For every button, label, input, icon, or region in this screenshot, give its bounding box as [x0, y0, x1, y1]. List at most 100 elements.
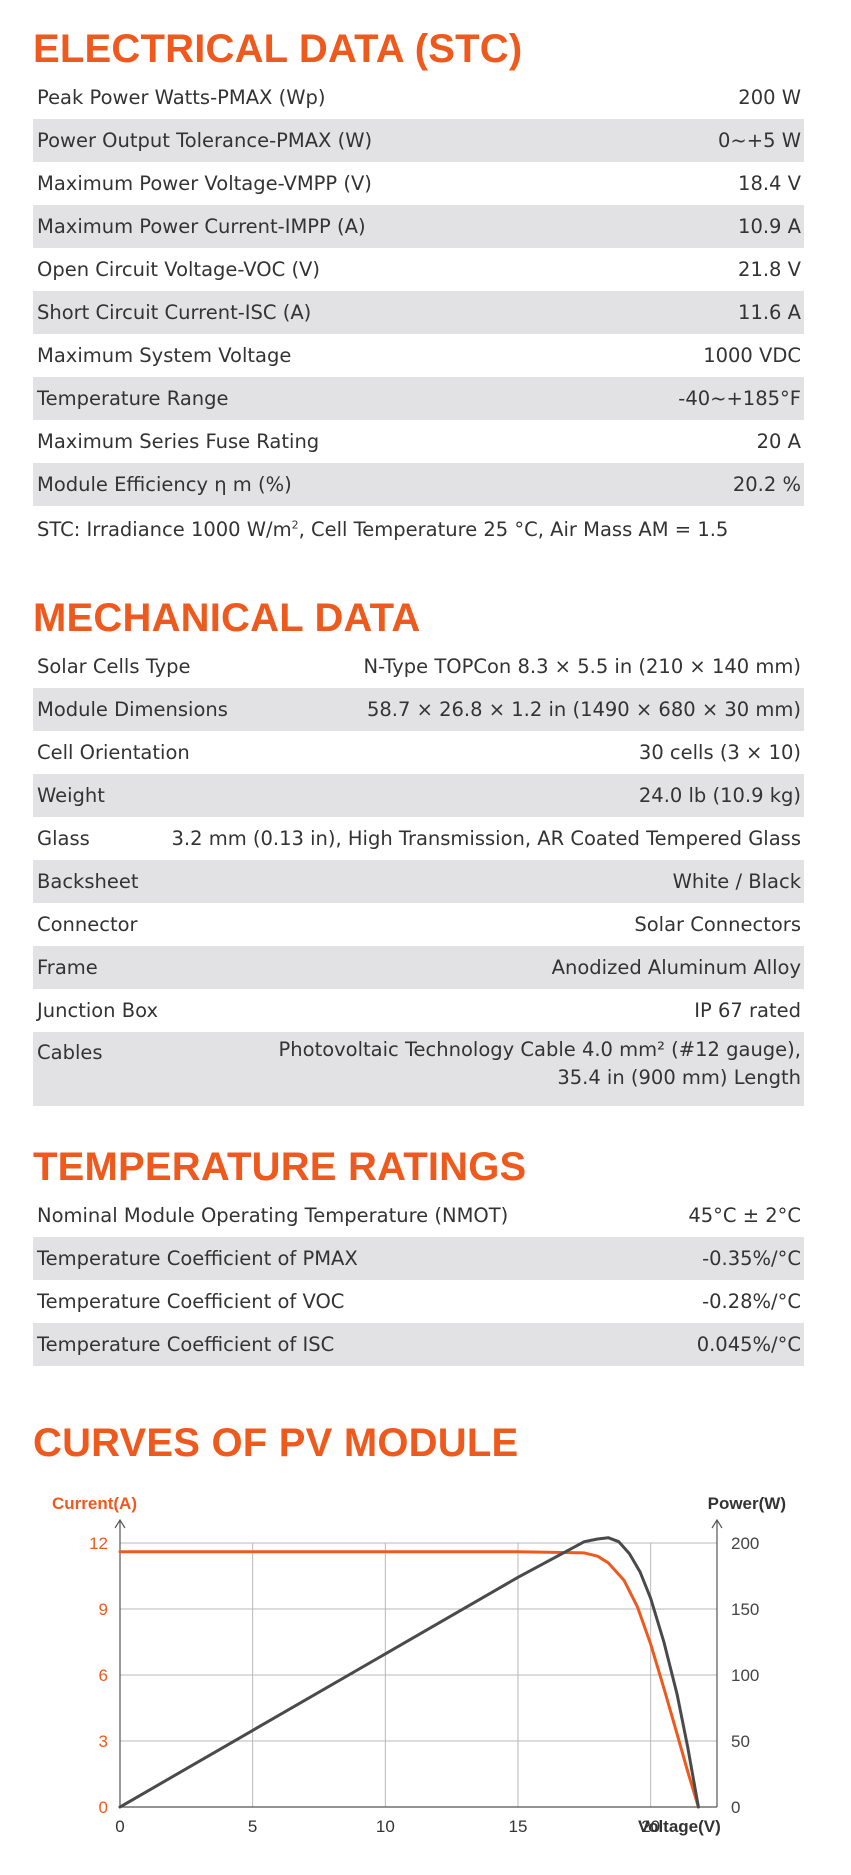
y-left-tick-label: 3 [99, 1732, 108, 1751]
row-value: 20 A [756, 430, 801, 453]
table-row: Frame Anodized Aluminum Alloy [33, 946, 804, 989]
row-label: Short Circuit Current-ISC (A) [37, 301, 312, 324]
row-label: Module Dimensions [37, 698, 228, 721]
row-value: N-Type TOPCon 8.3 × 5.5 in (210 × 140 mm… [363, 655, 801, 678]
row-label: Solar Cells Type [37, 655, 191, 678]
row-label: Backsheet [37, 870, 139, 893]
row-value: 1000 VDC [703, 344, 801, 367]
row-value: IP 67 rated [694, 999, 801, 1022]
curves-section-title: CURVES OF PV MODULE [33, 1421, 519, 1465]
row-value: Solar Connectors [634, 913, 801, 936]
row-value: 58.7 × 26.8 × 1.2 in (1490 × 680 × 30 mm… [366, 698, 801, 721]
row-value: 21.8 V [738, 258, 801, 281]
y-right-tick-label: 150 [731, 1600, 759, 1619]
row-label: Frame [37, 956, 98, 979]
y-right-tick-label: 0 [731, 1798, 740, 1817]
row-value: White / Black [672, 870, 801, 893]
y-left-tick-label: 0 [99, 1798, 108, 1817]
row-label: Maximum Power Voltage-VMPP (V) [37, 172, 372, 195]
x-axis-title: Voltage(V) [638, 1817, 721, 1836]
row-value: 24.0 lb (10.9 kg) [638, 784, 801, 807]
row-value: 3.2 mm (0.13 in), High Transmission, AR … [171, 827, 801, 850]
row-label: Open Circuit Voltage-VOC (V) [37, 258, 320, 281]
row-label: Maximum Series Fuse Rating [37, 430, 320, 453]
row-label: Maximum Power Current-IMPP (A) [37, 215, 366, 238]
table-row: Module Dimensions 58.7 × 26.8 × 1.2 in (1… [33, 688, 804, 731]
row-value: -0.28%/°C [702, 1290, 801, 1313]
y-left-tick-label: 9 [99, 1600, 108, 1619]
table-row: Glass 3.2 mm (0.13 in), High Transmission… [33, 817, 804, 860]
row-value: Photovoltaic Technology Cable 4.0 mm² (#… [278, 1038, 801, 1089]
table-row: Cell Orientation 30 cells (3 × 10) [33, 731, 804, 774]
y-right-tick-label: 100 [731, 1666, 759, 1685]
table-row: Maximum Power Current-IMPP (A) 10.9 A [33, 205, 804, 248]
row-value: -0.35%/°C [702, 1247, 801, 1270]
table-row: Maximum Power Voltage-VMPP (V) 18.4 V [33, 162, 804, 205]
table-row: Power Output Tolerance-PMAX (W) 0~+5 W [33, 119, 804, 162]
table-row: Temperature Coefficient of PMAX -0.35%/°C [33, 1237, 804, 1280]
table-row: Connector Solar Connectors [33, 903, 804, 946]
temperature-section-title: TEMPERATURE RATINGS [33, 1145, 527, 1189]
mechanical-data-table: Solar Cells Type N-Type TOPCon 8.3 × 5.5 … [33, 645, 804, 1032]
electrical-section-title: ELECTRICAL DATA (STC) [33, 27, 523, 71]
row-value: 18.4 V [738, 172, 801, 195]
row-label: Cables [37, 1041, 103, 1064]
table-row: Temperature Coefficient of VOC -0.28%/°C [33, 1280, 804, 1323]
table-row: Junction Box IP 67 rated [33, 989, 804, 1032]
row-value: 20.2 % [732, 473, 801, 496]
x-tick-label: 10 [376, 1817, 395, 1836]
mechanical-section-title: MECHANICAL DATA [33, 596, 421, 640]
table-row: Module Efficiency η m (%) 20.2 % [33, 463, 804, 506]
x-tick-label: 15 [509, 1817, 528, 1836]
row-value: 0.045%/°C [696, 1333, 801, 1356]
row-label: Temperature Coefficient of VOC [37, 1290, 345, 1313]
table-row: Maximum Series Fuse Rating 20 A [33, 420, 804, 463]
current-voltage-curve [118, 1550, 700, 1809]
y-right-tick-label: 50 [731, 1732, 750, 1751]
row-value: 45°C ± 2°C [688, 1204, 801, 1227]
x-tick-label: 20 [641, 1817, 660, 1836]
y-right-axis-title: Power(W) [708, 1494, 786, 1513]
table-row: Weight 24.0 lb (10.9 kg) [33, 774, 804, 817]
y-left-axis-title: Current(A) [52, 1494, 137, 1513]
stc-note: STC: Irradiance 1000 W/m2, Cell Temperat… [37, 518, 729, 541]
y-axis-left-arrow [114, 1518, 126, 1529]
y-left-tick-label: 12 [89, 1534, 108, 1553]
row-value: -40~+185°F [678, 387, 801, 410]
table-row: Peak Power Watts-PMAX (Wp) 200 W [33, 76, 804, 119]
row-value: 30 cells (3 × 10) [638, 741, 801, 764]
x-tick-label: 0 [115, 1817, 124, 1836]
table-row: Maximum System Voltage 1000 VDC [33, 334, 804, 377]
table-row: Cables Photovoltaic Technology Cable 4.0… [33, 1032, 804, 1106]
row-label: Cell Orientation [37, 741, 190, 764]
row-label: Junction Box [37, 999, 158, 1022]
row-value: 0~+5 W [718, 129, 801, 152]
row-label: Glass [37, 827, 90, 850]
table-row: Open Circuit Voltage-VOC (V) 21.8 V [33, 248, 804, 291]
row-label: Nominal Module Operating Temperature (NM… [37, 1204, 509, 1227]
y-right-tick-label: 200 [731, 1534, 759, 1553]
row-value: Anodized Aluminum Alloy [551, 956, 801, 979]
row-label: Peak Power Watts-PMAX (Wp) [37, 86, 326, 109]
table-row: Temperature Coefficient of ISC 0.045%/°C [33, 1323, 804, 1366]
table-row: Short Circuit Current-ISC (A) 11.6 A [33, 291, 804, 334]
row-value: 10.9 A [738, 215, 801, 238]
y-axis-right-arrow [711, 1518, 723, 1529]
mechanical-cables-table: Cables Photovoltaic Technology Cable 4.0… [33, 1032, 804, 1106]
y-left-tick-label: 6 [99, 1666, 108, 1685]
x-tick-label: 5 [248, 1817, 257, 1836]
row-label: Temperature Coefficient of PMAX [37, 1247, 358, 1270]
row-label: Connector [37, 913, 138, 936]
row-label: Temperature Range [37, 387, 229, 410]
table-row: Nominal Module Operating Temperature (NM… [33, 1194, 804, 1237]
row-label: Module Efficiency η m (%) [37, 473, 292, 496]
table-row: Temperature Range -40~+185°F [33, 377, 804, 420]
power-voltage-curve [118, 1536, 700, 1809]
temperature-ratings-table: Nominal Module Operating Temperature (NM… [33, 1194, 804, 1366]
electrical-data-table: Peak Power Watts-PMAX (Wp) 200 W Power Out… [33, 76, 804, 506]
row-value: 11.6 A [738, 301, 801, 324]
table-row: Solar Cells Type N-Type TOPCon 8.3 × 5.5 … [33, 645, 804, 688]
table-row: Backsheet White / Black [33, 860, 804, 903]
row-label: Power Output Tolerance-PMAX (W) [37, 129, 373, 152]
